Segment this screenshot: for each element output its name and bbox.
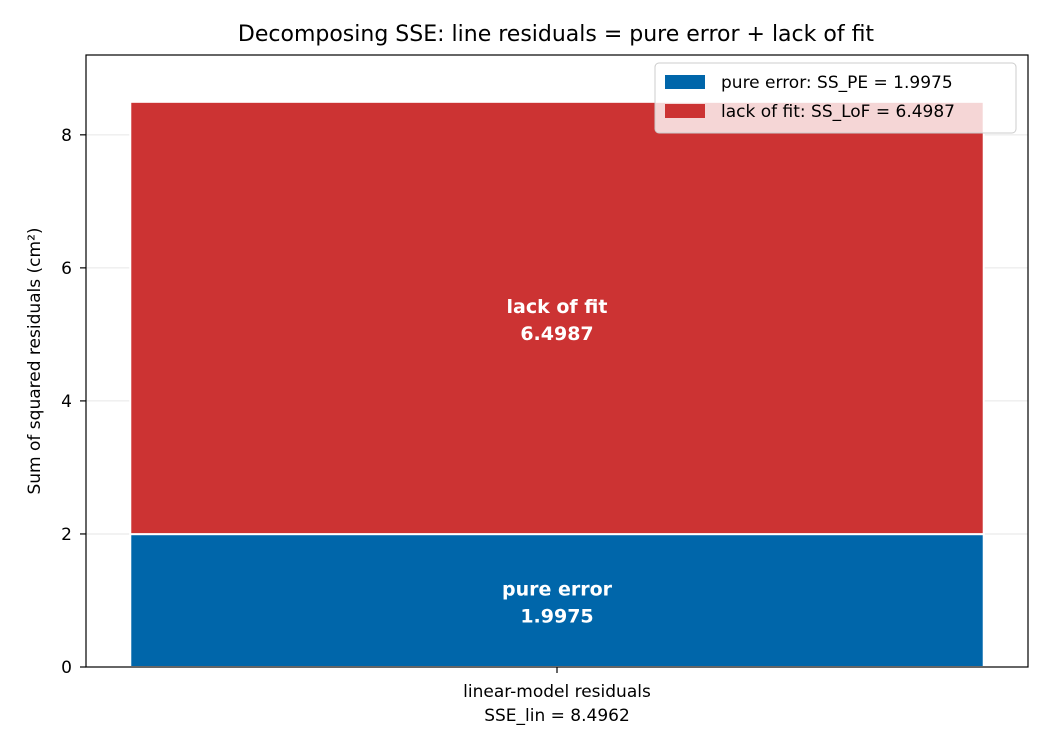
y-tick-label: 2 [61, 525, 72, 545]
legend-swatch [665, 104, 705, 118]
x-tick-label-line1: linear-model residuals [463, 682, 651, 702]
y-tick-label: 8 [61, 126, 72, 146]
bar-segments [129, 100, 985, 668]
x-tick-label-line2: SSE_lin = 8.4962 [484, 706, 630, 726]
segment-label-name: pure error [502, 579, 613, 601]
bar-segment-pure-error [129, 533, 985, 668]
segment-label-value: 1.9975 [520, 606, 593, 628]
legend-box [654, 62, 1017, 134]
segment-label-value: 6.4987 [520, 323, 593, 345]
bar-segment-lack-of-fit [129, 100, 985, 536]
legend-swatch [665, 75, 705, 89]
segment-label-name: lack of fit [507, 296, 608, 318]
chart-title: Decomposing SSE: line residuals = pure e… [238, 22, 875, 47]
y-tick-label: 0 [61, 658, 72, 678]
y-axis-label: Sum of squared residuals (cm²) [25, 227, 45, 494]
y-tick-label: 6 [61, 259, 72, 279]
legend-entry: pure error: SS_PE = 1.9975 [721, 73, 953, 93]
legend: pure error: SS_PE = 1.9975 lack of fit: S… [654, 62, 1017, 134]
y-tick-label: 4 [61, 392, 72, 412]
y-axis-ticks: 0 2 4 6 8 [61, 126, 86, 678]
x-axis-ticks: linear-model residuals SSE_lin = 8.4962 [463, 667, 651, 726]
segment-labels: pure error 1.9975 lack of fit 6.4987 [502, 296, 613, 628]
legend-entry: lack of fit: SS_LoF = 6.4987 [721, 102, 955, 122]
